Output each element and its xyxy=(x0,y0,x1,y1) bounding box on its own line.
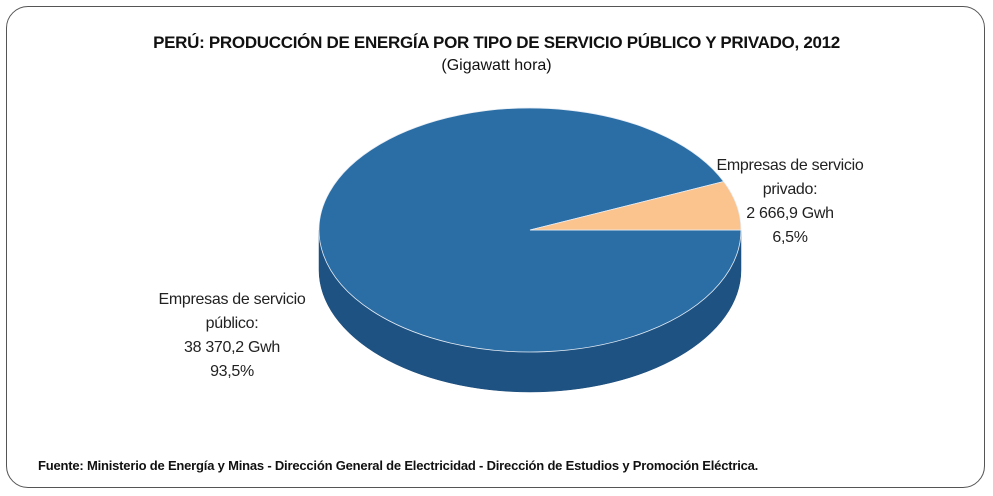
source-note: Fuente: Ministerio de Energía y Minas - … xyxy=(38,458,759,473)
value-label: 6,5% xyxy=(772,229,808,246)
chart-title: PERÚ: PRODUCCIÓN DE ENERGÍA POR TIPO DE … xyxy=(153,33,840,52)
category-label: Empresas de servicio público: xyxy=(158,291,306,332)
value-label: 93,5% xyxy=(210,363,254,380)
amount-label: 2 666,9 Gwh xyxy=(746,205,834,222)
amount-label: 38 370,2 Gwh xyxy=(183,339,281,356)
slice-label: Empresas de servicio privado: 2 666,9 Gw… xyxy=(705,154,875,250)
chart-subtitle: (Gigawatt hora) xyxy=(441,57,552,74)
category-label: Empresas de servicio privado: xyxy=(716,157,864,198)
pie-slice xyxy=(529,181,742,231)
slice-label: Empresas de servicio público: 38 370,2 G… xyxy=(147,288,317,384)
chart-frame xyxy=(6,6,985,488)
